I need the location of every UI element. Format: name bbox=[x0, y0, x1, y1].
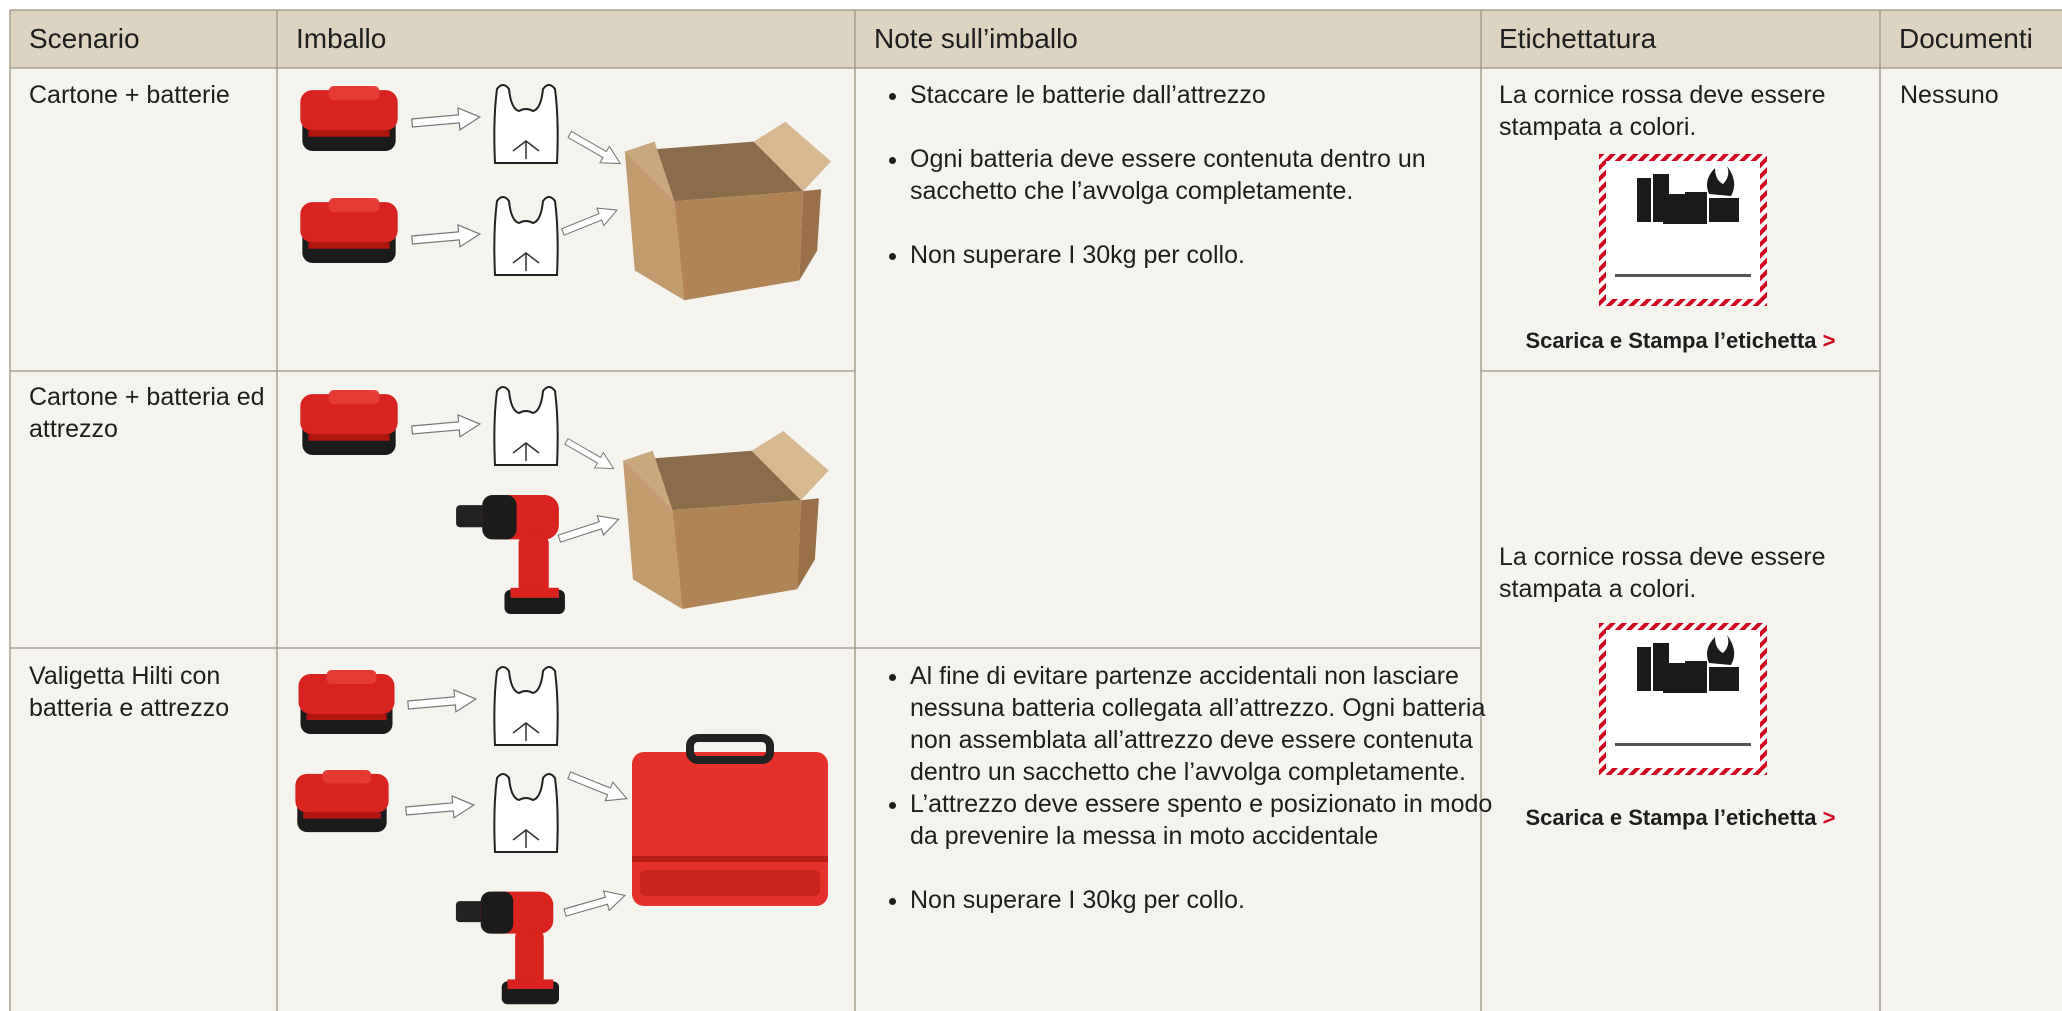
download-link[interactable]: Scarica e Stampa l’etichetta > bbox=[1481, 328, 1880, 354]
header: Imballo bbox=[296, 23, 387, 54]
note: Ogni batteria deve essere contenuta dent… bbox=[910, 143, 1500, 207]
label-note: La cornice rossa deve essere stampata a … bbox=[1499, 543, 1826, 603]
un-label bbox=[1599, 154, 1767, 306]
scenario: Cartone + batteria ed attrezzo bbox=[29, 383, 265, 443]
documents: Nessuno bbox=[1900, 81, 1999, 109]
label-note: La cornice rossa deve essere stampata a … bbox=[1499, 81, 1826, 141]
note: Staccare le batterie dall’attrezzo bbox=[910, 79, 1500, 111]
notes-list: Al fine di evitare partenze accidentali … bbox=[868, 660, 1500, 948]
link-arrow[interactable]: > bbox=[1822, 328, 1836, 353]
note: Al fine di evitare partenze accidentali … bbox=[910, 660, 1500, 788]
scenario: Valigetta Hilti con batteria e attrezzo bbox=[29, 662, 230, 722]
link-text[interactable]: Scarica e Stampa l’etichetta bbox=[1525, 328, 1817, 353]
scenario: Cartone + batterie bbox=[29, 81, 230, 109]
notes-list: Staccare le batterie dall’attrezzo Ogni … bbox=[868, 79, 1500, 303]
note: Non superare I 30kg per collo. bbox=[910, 239, 1500, 271]
header: Note sull’imballo bbox=[874, 23, 1078, 54]
header: Documenti bbox=[1899, 23, 2033, 54]
header: Scenario bbox=[29, 23, 140, 54]
header: Etichettatura bbox=[1499, 23, 1657, 54]
hilti-case bbox=[632, 734, 828, 906]
link-text[interactable]: Scarica e Stampa l’etichetta bbox=[1525, 805, 1817, 830]
note: L’attrezzo deve essere spento e posizion… bbox=[910, 788, 1500, 852]
download-link[interactable]: Scarica e Stampa l’etichetta > bbox=[1481, 805, 1880, 831]
link-arrow[interactable]: > bbox=[1822, 805, 1836, 830]
un-label bbox=[1599, 623, 1767, 775]
note: Non superare I 30kg per collo. bbox=[910, 884, 1500, 916]
